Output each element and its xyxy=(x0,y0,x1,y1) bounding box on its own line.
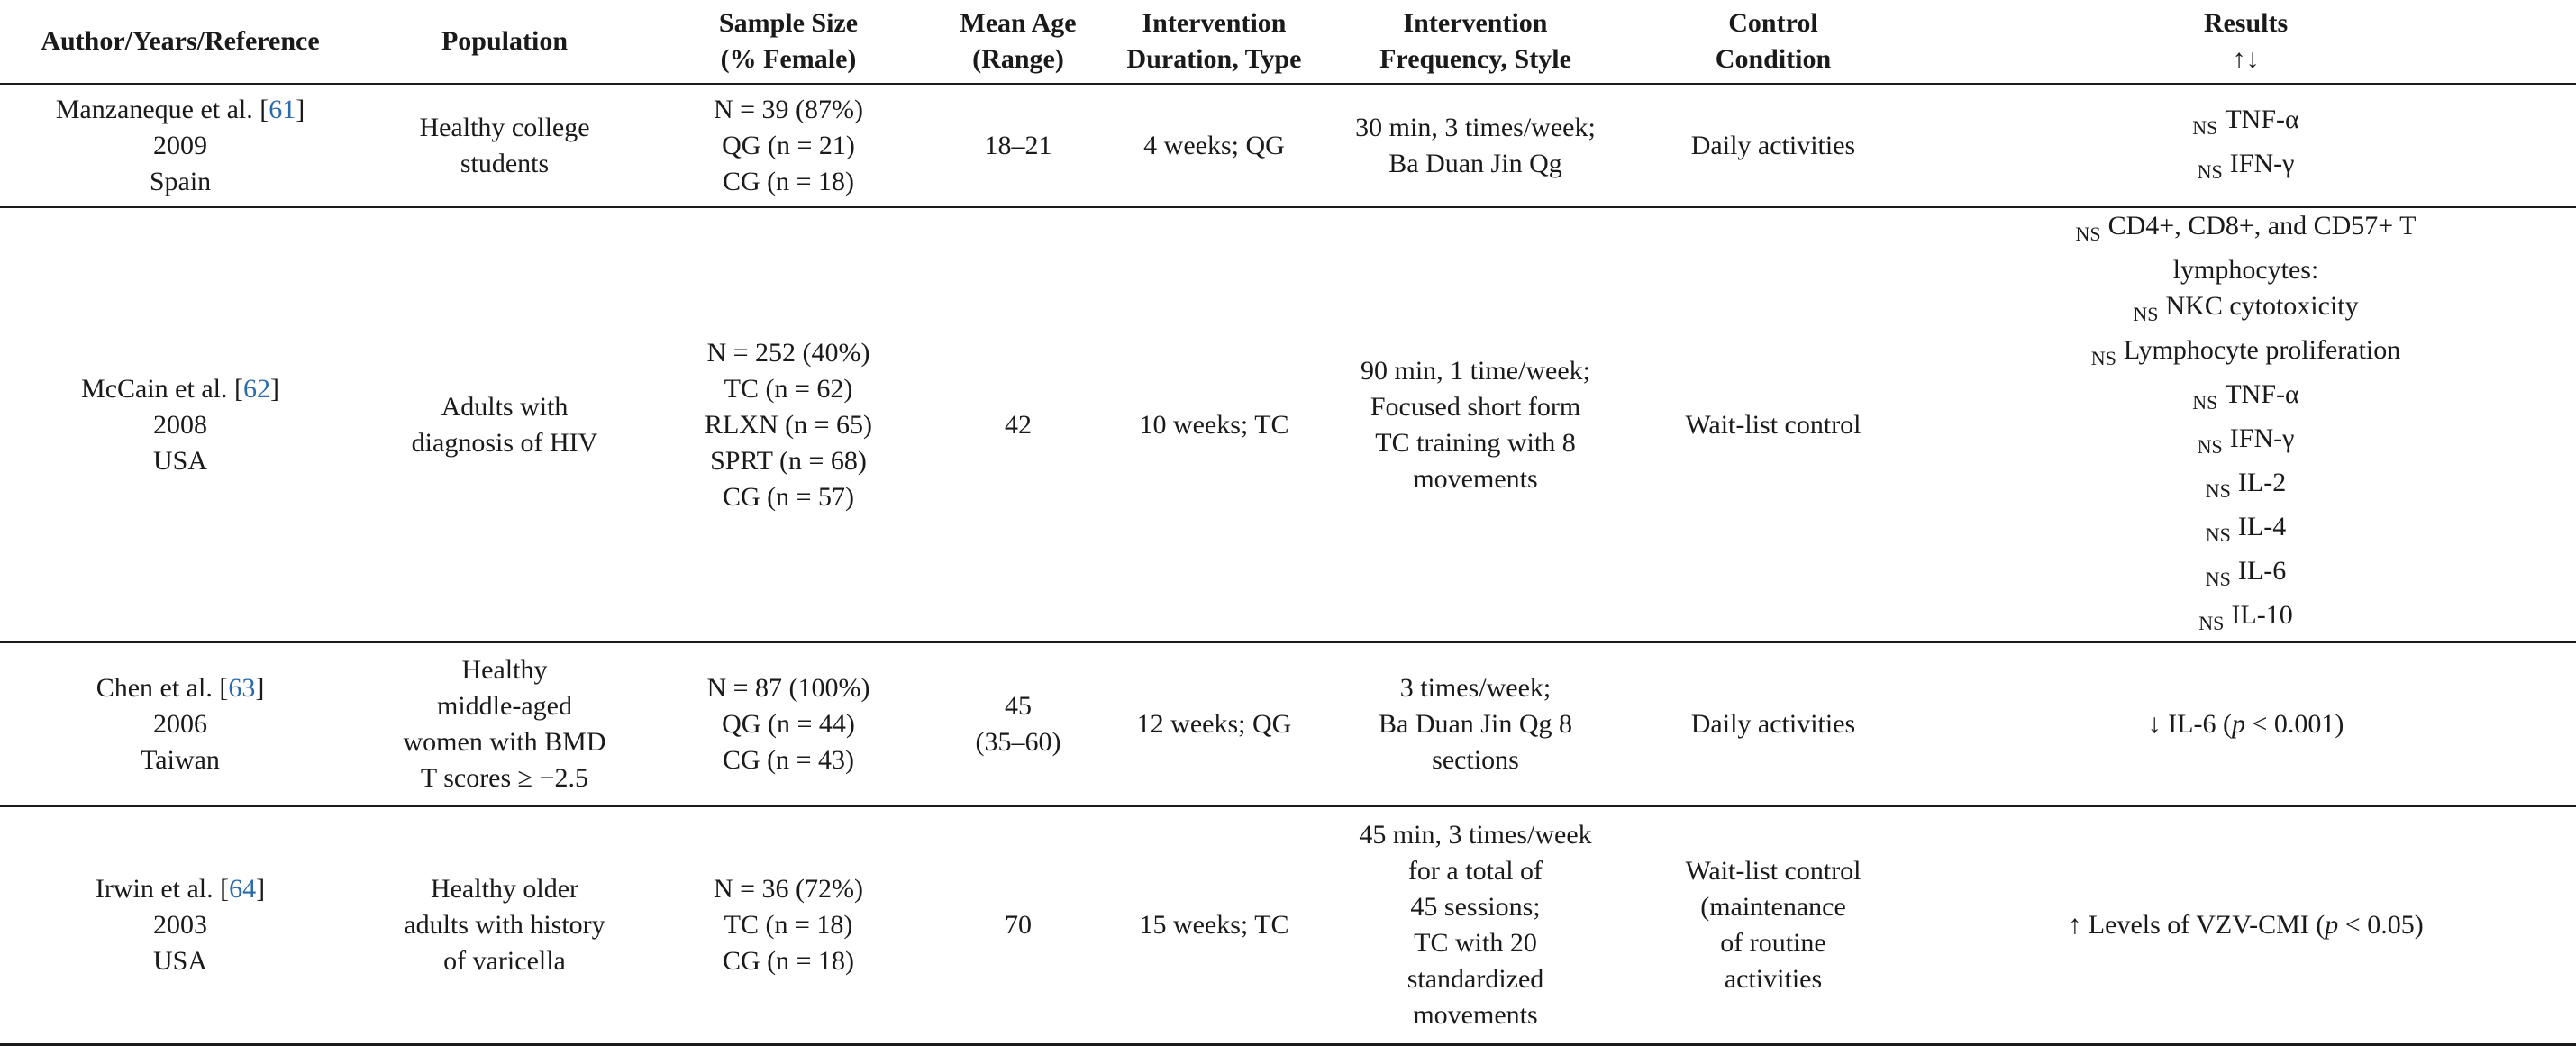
cell-population: Healthy middle-aged women with BMD T sco… xyxy=(360,642,649,807)
ns-marker: NS xyxy=(2205,479,2231,502)
cell-author: Chen et al. [63] 2006 Taiwan xyxy=(0,642,360,807)
cell-sample-size: N = 36 (72%) TC (n = 18) CG (n = 18) xyxy=(649,806,928,1046)
header-population: Population xyxy=(360,0,649,85)
ns-marker: NS xyxy=(2197,159,2223,183)
header-control: Control Condition xyxy=(1631,0,1916,85)
header-frequency: Intervention Frequency, Style xyxy=(1320,0,1631,85)
reference-link[interactable]: 61 xyxy=(269,94,296,124)
cell-mean-age: 70 xyxy=(928,806,1108,1046)
ns-marker: NS xyxy=(2075,223,2101,245)
cell-mean-age: 18–21 xyxy=(928,84,1108,208)
header-row: Author/Years/Reference Population Sample… xyxy=(0,0,2576,85)
ns-marker: NS xyxy=(2090,347,2116,369)
header-duration: Intervention Duration, Type xyxy=(1108,0,1320,85)
table-row: Manzaneque et al. [61] 2009 Spain Health… xyxy=(0,84,2576,208)
cell-population: Healthy older adults with history of var… xyxy=(360,806,649,1046)
header-sample-size: Sample Size (% Female) xyxy=(649,0,928,85)
cell-author: Irwin et al. [64] 2003 USA xyxy=(0,806,360,1046)
table-row: Irwin et al. [64] 2003 USA Healthy older… xyxy=(0,806,2576,1046)
cell-sample-size: N = 39 (87%) QG (n = 21) CG (n = 18) xyxy=(649,84,928,208)
cell-control: Daily activities xyxy=(1631,642,1916,807)
cell-sample-size: N = 87 (100%) QG (n = 44) CG (n = 43) xyxy=(649,642,928,807)
cell-sample-size: N = 252 (40%) TC (n = 62) RLXN (n = 65) … xyxy=(649,207,928,643)
reference-link[interactable]: 62 xyxy=(242,373,270,404)
cell-author: Manzaneque et al. [61] 2009 Spain xyxy=(0,84,360,208)
ns-marker: NS xyxy=(2133,303,2159,325)
cell-control: Wait-list control xyxy=(1631,207,1916,643)
cell-population: Healthy college students xyxy=(360,84,649,208)
cell-results: ↑ Levels of VZV-CMI (p < 0.05) xyxy=(1916,806,2576,1046)
header-results: Results ↑↓ xyxy=(1916,0,2576,85)
header-mean-age: Mean Age (Range) xyxy=(928,0,1108,85)
ns-marker: NS xyxy=(2205,523,2231,546)
cell-mean-age: 45 (35–60) xyxy=(928,642,1108,807)
cell-mean-age: 42 xyxy=(928,207,1108,643)
reference-link[interactable]: 63 xyxy=(228,673,256,703)
cell-results: NS CD4+, CD8+, and CD57+ T lymphocytes: N… xyxy=(1916,207,2576,643)
ns-marker: NS xyxy=(2198,612,2225,634)
cell-duration: 12 weeks; QG xyxy=(1108,642,1320,807)
cell-duration: 15 weeks; TC xyxy=(1108,806,1320,1046)
cell-frequency: 30 min, 3 times/week; Ba Duan Jin Qg xyxy=(1320,84,1631,208)
cell-duration: 10 weeks; TC xyxy=(1108,207,1320,643)
ns-marker: NS xyxy=(2192,115,2218,139)
reference-link[interactable]: 64 xyxy=(229,874,257,904)
table-row: McCain et al. [62] 2008 USA Adults with … xyxy=(0,207,2576,643)
cell-control: Daily activities xyxy=(1631,84,1916,208)
cell-frequency: 3 times/week; Ba Duan Jin Qg 8 sections xyxy=(1320,642,1631,807)
ns-marker: NS xyxy=(2197,435,2223,458)
header-author: Author/Years/Reference xyxy=(0,0,360,85)
cell-control: Wait-list control (maintenance of routin… xyxy=(1631,806,1916,1046)
cell-population: Adults with diagnosis of HIV xyxy=(360,207,649,643)
ns-marker: NS xyxy=(2192,391,2218,414)
table-row: Chen et al. [63] 2006 Taiwan Healthy mid… xyxy=(0,642,2576,807)
cell-results: NS TNF-α NS IFN-γ xyxy=(1916,84,2576,208)
cell-results: ↓ IL-6 (p < 0.001) xyxy=(1916,642,2576,807)
ns-marker: NS xyxy=(2205,568,2231,590)
cell-frequency: 90 min, 1 time/week; Focused short form … xyxy=(1320,207,1631,643)
cell-frequency: 45 min, 3 times/week for a total of 45 s… xyxy=(1320,806,1631,1046)
cell-duration: 4 weeks; QG xyxy=(1108,84,1320,208)
cell-author: McCain et al. [62] 2008 USA xyxy=(0,207,360,643)
